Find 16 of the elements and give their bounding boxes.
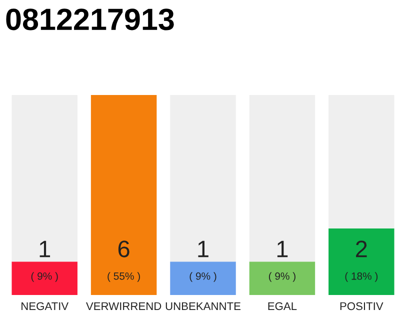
annotation: ( 9% ) xyxy=(190,272,216,282)
annotation: ( 18% ) xyxy=(345,272,378,282)
data-label: 1 xyxy=(277,240,288,258)
annotation: ( 55% ) xyxy=(108,272,140,282)
annotation: ( 9% ) xyxy=(31,272,58,282)
annotation: ( 9% ) xyxy=(268,272,296,282)
x-tick-label: EGAL xyxy=(268,302,297,310)
x-tick-label: UNBEKANNTE xyxy=(166,302,240,310)
chart-title: 0812217913 xyxy=(6,8,174,30)
data-label: 2 xyxy=(356,240,367,258)
data-label: 1 xyxy=(40,240,50,258)
x-tick-label: POSITIV xyxy=(340,302,384,310)
data-label: 6 xyxy=(118,240,130,258)
data-label: 1 xyxy=(198,240,208,258)
x-tick-label: NEGATIV xyxy=(22,302,69,310)
x-tick-label: VERWIRREND xyxy=(86,302,162,310)
